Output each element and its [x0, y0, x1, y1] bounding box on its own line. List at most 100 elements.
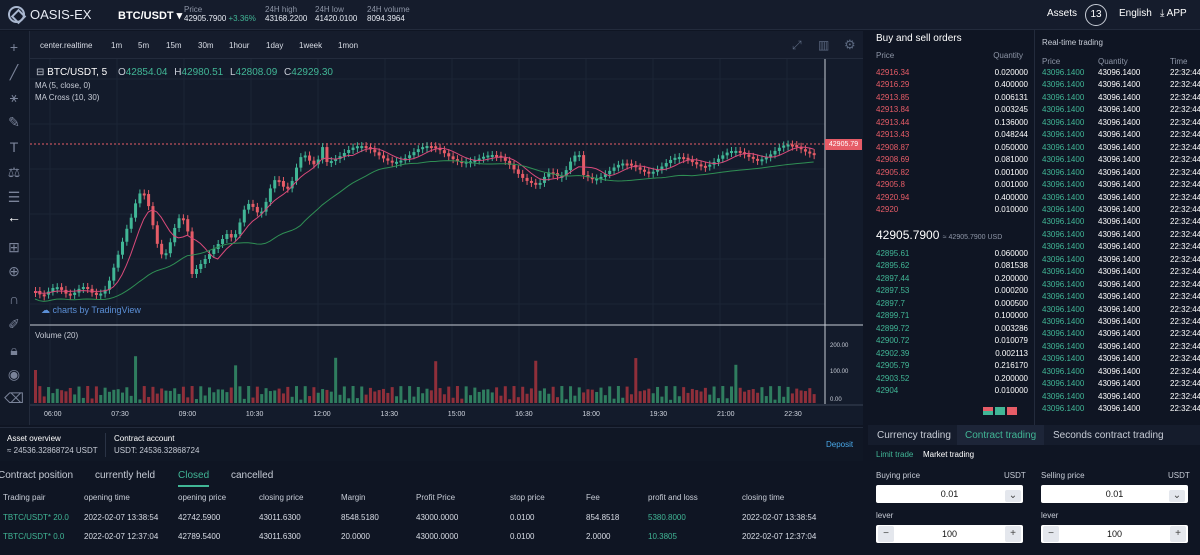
volume-bar: [521, 386, 525, 403]
buy-only-icon[interactable]: [995, 407, 1005, 415]
tab-currently-held[interactable]: currently held: [95, 470, 156, 481]
sell-order-row[interactable]: 42905.8 0.001000: [868, 179, 1028, 191]
sell-order-row[interactable]: 42916.29 0.400000: [868, 79, 1028, 91]
candle-body: [438, 147, 442, 151]
lock-drawing-icon[interactable]: ✐: [8, 316, 20, 332]
language-selector[interactable]: English: [1119, 8, 1152, 19]
tf-1mon[interactable]: 1mon: [338, 41, 359, 50]
measure-icon[interactable]: ⊞: [8, 239, 20, 255]
sell-order-row[interactable]: 42913.85 0.006131: [868, 92, 1028, 104]
sell-lever-input[interactable]: 100: [1041, 525, 1188, 543]
sell-order-row[interactable]: 42920.94 0.400000: [868, 192, 1028, 204]
buy-order-row[interactable]: 42899.71 0.100000: [868, 310, 1028, 322]
buy-lever-minus[interactable]: −: [878, 526, 894, 542]
zoom-icon[interactable]: ⊕: [8, 263, 20, 279]
sell-price-stepper[interactable]: ⌄: [1169, 490, 1185, 502]
sell-order-row[interactable]: 42916.34 0.020000: [868, 67, 1028, 79]
buy-lever-input[interactable]: 100: [876, 525, 1023, 543]
crosshair-icon[interactable]: +: [9, 39, 19, 55]
sell-lever-plus[interactable]: +: [1170, 526, 1186, 542]
tab-contract-position[interactable]: Contract position: [0, 470, 74, 481]
buy-price: 42902.39: [876, 348, 910, 358]
fullscreen-icon[interactable]: ⤢: [792, 38, 802, 52]
text-tool-icon[interactable]: T: [9, 139, 19, 155]
magnet-icon[interactable]: ∩: [8, 291, 20, 307]
lock-icon[interactable]: 🔒︎: [10, 342, 18, 358]
sell-order-row[interactable]: 42913.43 0.048244: [868, 129, 1028, 141]
buy-lever-plus[interactable]: +: [1005, 526, 1021, 542]
buy-price-input[interactable]: 0.01: [876, 485, 1023, 503]
tab-seconds-contract[interactable]: Seconds contract trading: [1053, 430, 1164, 441]
volume-bar: [51, 393, 55, 403]
back-arrow-icon[interactable]: ←: [7, 209, 21, 225]
tf-1m[interactable]: 1m: [111, 41, 123, 50]
trendline-icon[interactable]: ╱: [9, 64, 19, 80]
trash-icon[interactable]: ⌫: [4, 390, 24, 406]
pattern-icon[interactable]: ⚖: [7, 164, 21, 180]
collapse-icon[interactable]: ⊟: [36, 67, 45, 78]
sell-order-row[interactable]: 42905.82 0.001000: [868, 167, 1028, 179]
buy-order-row[interactable]: 42897.7 0.000500: [868, 298, 1028, 310]
buy-order-row[interactable]: 42895.61 0.060000: [868, 248, 1028, 260]
buy-order-row[interactable]: 42904 0.010000: [868, 385, 1028, 397]
buy-qty: 0.200000: [994, 373, 1028, 383]
tf-1hour[interactable]: 1hour: [229, 41, 250, 50]
sell-lever-minus[interactable]: −: [1043, 526, 1059, 542]
tf-30m[interactable]: 30m: [198, 41, 214, 50]
tab-closed[interactable]: Closed: [178, 470, 210, 487]
eye-icon[interactable]: ◉: [7, 366, 21, 382]
buy-price-stepper[interactable]: ⌄: [1005, 490, 1021, 502]
table-row[interactable]: TBTC/USDT* 20.0 2022-02-07 13:38:54 42742.…: [0, 508, 863, 528]
buy-order-row[interactable]: 42899.72 0.003286: [868, 323, 1028, 335]
tf-15m[interactable]: 15m: [166, 41, 182, 50]
buy-order-row[interactable]: 42903.52 0.200000: [868, 373, 1028, 385]
tab-contract-trading[interactable]: Contract trading: [957, 425, 1045, 445]
sell-qty: 0.050000: [994, 142, 1028, 152]
sell-order-row[interactable]: 42908.87 0.050000: [868, 142, 1028, 154]
brush-icon[interactable]: ✎: [8, 114, 20, 130]
candle-body: [208, 254, 211, 259]
candlestick-chart[interactable]: [30, 59, 863, 425]
deposit-link[interactable]: Deposit: [826, 440, 854, 449]
pitchfork-icon[interactable]: ⚹: [9, 89, 19, 105]
tf-5m[interactable]: 5m: [138, 41, 150, 50]
ma-cross-label[interactable]: MA Cross (10, 30): [35, 93, 100, 102]
buy-order-row[interactable]: 42897.53 0.000200: [868, 285, 1028, 297]
market-trade-tab[interactable]: Market trading: [923, 450, 975, 459]
sell-order-row[interactable]: 42913.84 0.003245: [868, 104, 1028, 116]
buy-order-row[interactable]: 42897.44 0.200000: [868, 273, 1028, 285]
ma-indicator-label[interactable]: MA (5, close, 0): [35, 81, 91, 90]
tf-1week[interactable]: 1week: [299, 41, 323, 50]
volume-bar: [255, 386, 259, 403]
settings-gear-icon[interactable]: ⚙: [844, 37, 856, 52]
volume-bar: [442, 394, 446, 403]
volume-bar: [68, 387, 72, 403]
depth-toggle[interactable]: [983, 407, 1017, 415]
volume-indicator-label[interactable]: Volume (20): [35, 331, 79, 340]
limit-trade-tab[interactable]: Limit trade: [876, 450, 914, 459]
table-row[interactable]: TBTC/USDT* 0.0 2022-02-07 12:37:04 42789.5…: [0, 527, 863, 547]
fib-icon[interactable]: ☰: [7, 189, 21, 205]
price-chart[interactable]: ⊟ BTC/USDT, 5 O42854.04 H42980.51 L42808…: [30, 59, 863, 425]
buy-order-row[interactable]: 42895.62 0.081538: [868, 260, 1028, 272]
app-download[interactable]: ⤓ APP: [1160, 8, 1187, 19]
tab-currency-trading[interactable]: Currency trading: [877, 430, 951, 441]
sell-price-input[interactable]: 0.01: [1041, 485, 1188, 503]
tab-cancelled[interactable]: cancelled: [231, 470, 274, 481]
notification-badge[interactable]: 13: [1085, 4, 1107, 26]
assets-link[interactable]: Assets: [1047, 8, 1078, 19]
both-sides-icon[interactable]: [983, 407, 993, 415]
sell-order-row[interactable]: 42913.44 0.136000: [868, 117, 1028, 129]
tf-1day[interactable]: 1day: [266, 41, 284, 50]
pair-selector[interactable]: BTC/USDT ▾: [118, 9, 182, 22]
brand-logo[interactable]: OASIS-EX: [8, 6, 91, 23]
buy-order-row[interactable]: 42900.72 0.010079: [868, 335, 1028, 347]
tf-realtime[interactable]: center.realtime: [40, 41, 93, 50]
sell-order-row[interactable]: 42920 0.010000: [868, 204, 1028, 216]
buy-order-row[interactable]: 42902.39 0.002113: [868, 348, 1028, 360]
sell-only-icon[interactable]: [1007, 407, 1017, 415]
sell-order-row[interactable]: 42908.69 0.081000: [868, 154, 1028, 166]
buy-order-row[interactable]: 42905.79 0.216170: [868, 360, 1028, 372]
indicators-icon[interactable]: ▥: [818, 38, 830, 52]
trade-row: 43096.1400 43096.1400 22:32:44: [1040, 117, 1200, 129]
